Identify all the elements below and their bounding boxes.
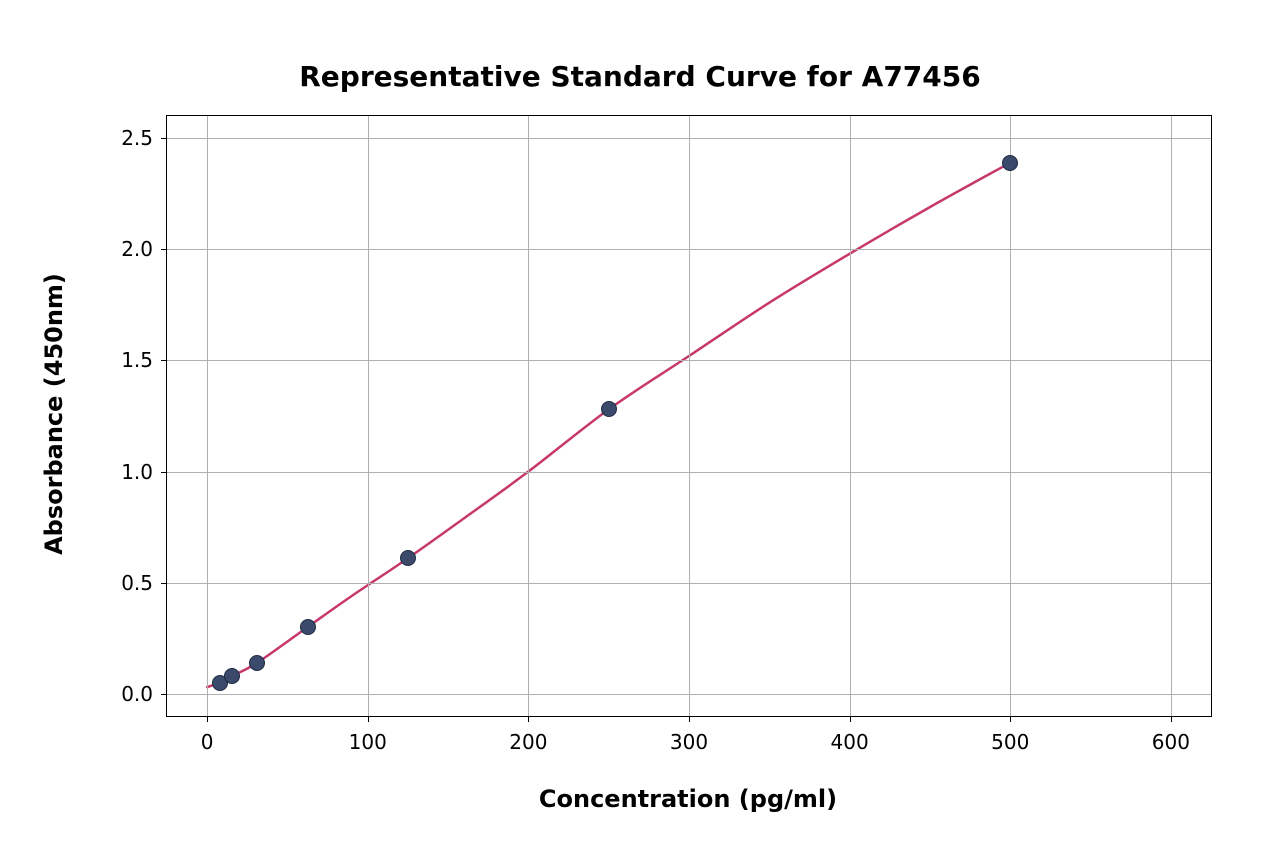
gridline-horizontal — [167, 138, 1211, 139]
y-tick-label: 2.5 — [93, 126, 153, 150]
data-point-marker — [1002, 155, 1018, 171]
y-tick-label: 1.5 — [93, 348, 153, 372]
y-tick — [161, 694, 167, 695]
y-tick — [161, 583, 167, 584]
x-tick — [689, 716, 690, 722]
gridline-horizontal — [167, 249, 1211, 250]
x-tick-label: 500 — [991, 730, 1029, 754]
data-point-marker — [400, 550, 416, 566]
x-tick-label: 200 — [509, 730, 547, 754]
y-tick — [161, 360, 167, 361]
x-tick — [528, 716, 529, 722]
x-tick — [1171, 716, 1172, 722]
chart-title: Representative Standard Curve for A77456 — [0, 60, 1280, 93]
y-tick — [161, 249, 167, 250]
y-tick-label: 0.0 — [93, 682, 153, 706]
data-point-marker — [300, 619, 316, 635]
y-tick-label: 2.0 — [93, 237, 153, 261]
data-point-marker — [224, 668, 240, 684]
figure: Representative Standard Curve for A77456… — [0, 0, 1280, 845]
y-tick-label: 1.0 — [93, 460, 153, 484]
y-tick-label: 0.5 — [93, 571, 153, 595]
x-tick-label: 300 — [670, 730, 708, 754]
y-tick — [161, 138, 167, 139]
x-tick-label: 600 — [1152, 730, 1190, 754]
x-tick-label: 100 — [349, 730, 387, 754]
gridline-vertical — [689, 116, 690, 716]
x-tick — [368, 716, 369, 722]
gridline-vertical — [207, 116, 208, 716]
y-axis-label: Absorbance (450nm) — [40, 264, 68, 564]
x-tick — [207, 716, 208, 722]
x-axis-label: Concentration (pg/ml) — [166, 785, 1210, 813]
x-tick — [1010, 716, 1011, 722]
gridline-vertical — [528, 116, 529, 716]
curve-path — [207, 163, 1010, 687]
gridline-vertical — [1171, 116, 1172, 716]
gridline-vertical — [850, 116, 851, 716]
gridline-vertical — [1010, 116, 1011, 716]
x-tick-label: 400 — [831, 730, 869, 754]
y-tick — [161, 472, 167, 473]
data-point-marker — [601, 401, 617, 417]
gridline-horizontal — [167, 472, 1211, 473]
plot-area: 01002003004005006000.00.51.01.52.02.5 — [166, 115, 1212, 717]
gridline-vertical — [368, 116, 369, 716]
gridline-horizontal — [167, 583, 1211, 584]
x-tick-label: 0 — [201, 730, 214, 754]
x-tick — [850, 716, 851, 722]
gridline-horizontal — [167, 360, 1211, 361]
data-point-marker — [249, 655, 265, 671]
gridline-horizontal — [167, 694, 1211, 695]
